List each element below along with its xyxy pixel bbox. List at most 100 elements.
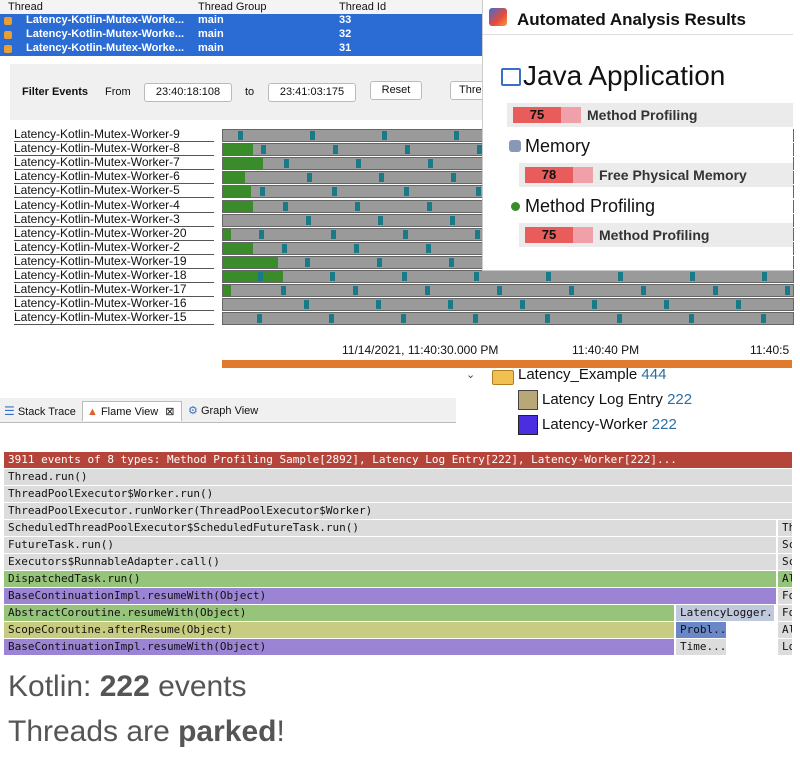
thread-lane-label: Latency-Kotlin-Mutex-Worker-6 bbox=[14, 170, 214, 185]
col-thread-id-header[interactable]: Thread Id bbox=[339, 1, 387, 13]
event-marker bbox=[736, 300, 741, 310]
tab-stack-trace[interactable]: ☰ Stack Trace bbox=[4, 401, 80, 421]
flame-frame[interactable]: DispatchedTask.run() bbox=[4, 571, 776, 587]
flame-frame[interactable]: Thread.run() bbox=[4, 469, 792, 485]
event-marker bbox=[785, 286, 790, 296]
tab-label: Flame View bbox=[100, 406, 159, 418]
thread-lane-bar[interactable] bbox=[222, 284, 794, 298]
flame-frame[interactable]: Fo bbox=[778, 588, 792, 604]
to-label: to bbox=[245, 86, 255, 98]
event-marker bbox=[333, 145, 338, 155]
thread-lane-label: Latency-Kotlin-Mutex-Worker-20 bbox=[14, 226, 214, 241]
thread-name: Latency-Kotlin-Mutex-Worke... bbox=[26, 14, 185, 26]
flame-frame[interactable]: ScopeCoroutine.afterResume(Object) bbox=[4, 622, 674, 638]
folder-icon bbox=[492, 370, 514, 385]
flame-frame[interactable]: BaseContinuationImpl.resumeWith(Object) bbox=[4, 588, 776, 604]
memory-heading: Memory bbox=[525, 136, 591, 156]
event-marker bbox=[761, 314, 766, 324]
flame-frame[interactable]: Executors$RunnableAdapter.call() bbox=[4, 554, 776, 570]
flame-frame[interactable]: ThreadPoolExecutor$Worker.run() bbox=[4, 486, 792, 502]
chevron-down-icon[interactable]: ⌄ bbox=[466, 369, 476, 381]
analysis-icon bbox=[489, 8, 507, 26]
event-marker bbox=[474, 272, 479, 281]
flame-frame[interactable]: AbstractCoroutine.resumeWith(Object) bbox=[4, 605, 674, 621]
time-axis-label: 11/14/2021, 11:40:30.000 PM bbox=[342, 343, 499, 357]
thread-table-row[interactable]: Latency-Kotlin-Mutex-Worke... main 33 bbox=[0, 14, 482, 28]
running-segment bbox=[223, 256, 278, 268]
running-segment bbox=[223, 186, 251, 198]
col-thread-header[interactable]: Thread bbox=[8, 1, 43, 13]
thread-lane-bar[interactable] bbox=[222, 270, 794, 283]
running-segment bbox=[223, 158, 263, 170]
event-marker bbox=[762, 272, 767, 281]
legend-item-count: 222 bbox=[651, 416, 677, 433]
tab-label: Graph View bbox=[200, 405, 259, 417]
event-marker bbox=[451, 173, 456, 183]
to-time-field[interactable]: 23:41:03:175 bbox=[268, 83, 356, 102]
thread-lane-label: Latency-Kotlin-Mutex-Worker-17 bbox=[14, 283, 214, 298]
analysis-result-row[interactable]: 75 Method Profiling bbox=[519, 223, 793, 247]
latency-worker-swatch bbox=[518, 415, 538, 435]
score-bar: 75 bbox=[525, 227, 593, 243]
flame-frame[interactable]: Sc bbox=[778, 537, 792, 553]
flame-frame[interactable]: Fo bbox=[778, 605, 792, 621]
event-marker bbox=[379, 173, 384, 183]
event-marker bbox=[454, 131, 459, 140]
event-marker bbox=[546, 272, 551, 281]
event-marker bbox=[284, 159, 289, 169]
event-marker bbox=[307, 173, 312, 183]
flame-frame[interactable]: ScheduledThreadPoolExecutor$ScheduledFut… bbox=[4, 520, 776, 536]
analysis-result-row[interactable]: 75 Method Profiling bbox=[507, 103, 793, 127]
legend-root-label[interactable]: Latency_Example 444 bbox=[518, 366, 666, 383]
thread-table-row[interactable]: Latency-Kotlin-Mutex-Worke... main 32 bbox=[0, 28, 482, 42]
event-marker bbox=[305, 257, 310, 267]
filter-events-title: Filter Events bbox=[22, 86, 89, 98]
from-time-field[interactable]: 23:40:18:108 bbox=[144, 83, 232, 102]
reset-button[interactable]: Reset bbox=[370, 81, 422, 100]
tab-graph-view[interactable]: ⚙ Graph View bbox=[188, 401, 278, 421]
flame-frame[interactable]: 3911 events of 8 types: Method Profiling… bbox=[4, 452, 792, 468]
thread-lane-label: Latency-Kotlin-Mutex-Worker-4 bbox=[14, 198, 214, 213]
flame-frame[interactable]: Th bbox=[778, 520, 792, 536]
analysis-result-row[interactable]: 78 Free Physical Memory bbox=[519, 163, 793, 187]
event-marker bbox=[329, 314, 334, 324]
running-segment bbox=[223, 285, 231, 297]
flame-frame[interactable]: Lo bbox=[778, 639, 792, 655]
event-marker bbox=[569, 286, 574, 296]
method-profiling-heading: Method Profiling bbox=[525, 196, 656, 216]
legend-item-label: Latency Log Entry bbox=[542, 391, 663, 408]
event-marker bbox=[449, 257, 454, 267]
event-marker bbox=[425, 286, 430, 296]
event-marker bbox=[259, 229, 264, 239]
flame-frame[interactable]: Al bbox=[778, 571, 792, 587]
score-bar: 75 bbox=[513, 107, 581, 123]
legend-item[interactable]: Latency Log Entry 222 bbox=[542, 391, 692, 408]
event-marker bbox=[306, 215, 311, 225]
thread-group: main bbox=[198, 28, 224, 40]
thread-icon bbox=[4, 31, 12, 39]
event-marker bbox=[689, 314, 694, 324]
flame-frame[interactable]: FutureTask.run() bbox=[4, 537, 776, 553]
flame-frame[interactable]: ThreadPoolExecutor.runWorker(ThreadPoolE… bbox=[4, 503, 792, 519]
thread-lane-bar[interactable] bbox=[222, 298, 794, 312]
event-marker bbox=[310, 131, 315, 140]
caption-text: events bbox=[158, 670, 247, 703]
flame-frame[interactable]: BaseContinuationImpl.resumeWith(Object) bbox=[4, 639, 674, 655]
col-thread-group-header[interactable]: Thread Group bbox=[198, 1, 267, 13]
flame-frame[interactable]: Time... bbox=[676, 639, 726, 655]
flame-frame[interactable]: Probl... bbox=[676, 622, 726, 638]
score-bar: 78 bbox=[525, 167, 593, 183]
running-segment bbox=[223, 172, 245, 184]
tab-flame-view[interactable]: ▲ Flame View ⊠ bbox=[82, 401, 182, 421]
flame-frame[interactable]: Sc bbox=[778, 554, 792, 570]
event-marker bbox=[476, 187, 481, 197]
flame-frame[interactable]: LatencyLogger... bbox=[676, 605, 774, 621]
event-marker bbox=[427, 201, 432, 211]
time-range-selector[interactable] bbox=[222, 360, 792, 368]
thread-id: 32 bbox=[339, 28, 352, 40]
legend-item[interactable]: Latency-Worker 222 bbox=[542, 416, 677, 433]
thread-lane-bar[interactable] bbox=[222, 312, 794, 326]
close-icon[interactable]: ⊠ bbox=[165, 406, 175, 418]
thread-table-row[interactable]: Latency-Kotlin-Mutex-Worke... main 31 bbox=[0, 42, 482, 56]
flame-frame[interactable]: Al bbox=[778, 622, 792, 638]
